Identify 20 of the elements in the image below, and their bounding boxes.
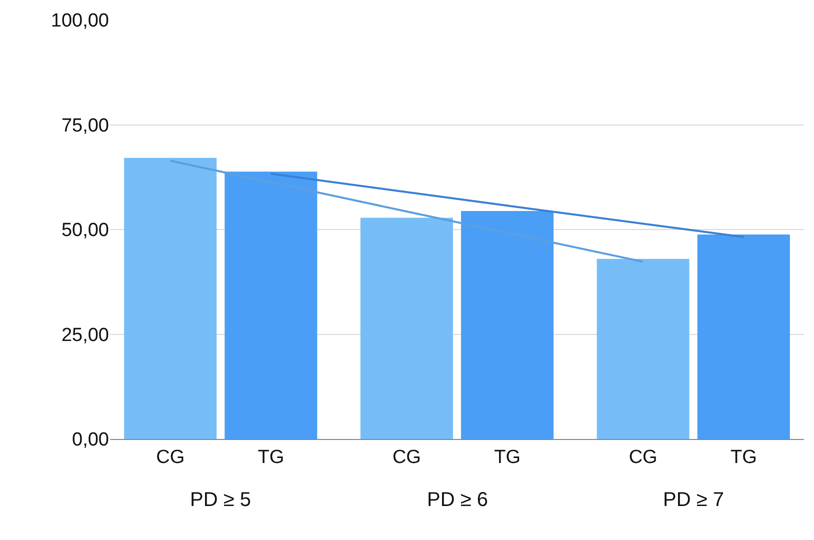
y-tick-label: 25,00 [61,324,109,346]
text: CG [628,446,658,468]
bar [360,218,453,439]
series-label: TG [258,446,284,468]
y-tick-label: 0,00 [72,430,109,451]
x-tick-label: PD ≥ 6 [427,489,488,511]
text: TG [730,446,757,468]
y-tick-label: 75,00 [61,115,109,136]
bar [461,211,554,439]
bar [697,234,790,439]
text: TG [494,446,520,468]
series-label: CG [156,446,185,468]
bar [596,258,690,439]
x-tick-label: PD ≥ 7 [663,489,724,511]
text: CG [392,446,421,468]
y-tick-label: 100,00 [50,10,109,32]
bar [224,172,318,439]
x-tick-label: PD ≥ 5 [190,489,251,511]
bar [124,158,217,439]
y-tick-label: 50,00 [61,220,109,242]
